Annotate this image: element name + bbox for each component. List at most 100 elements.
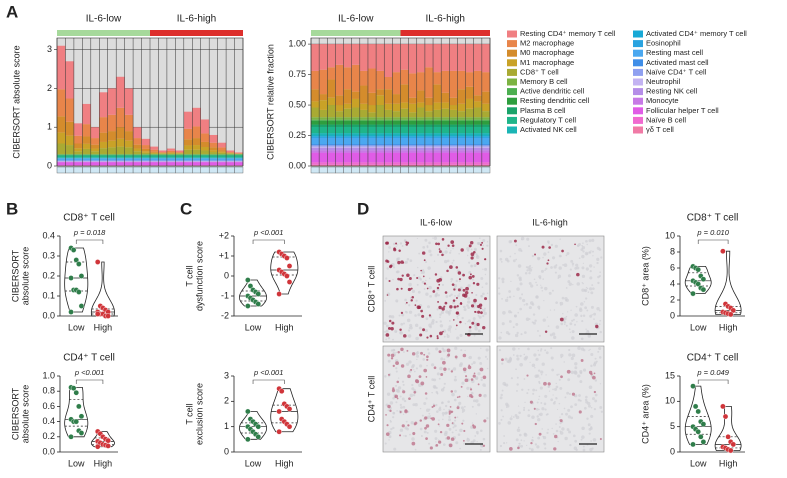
tissue-texture bbox=[532, 388, 536, 392]
tissue-texture bbox=[559, 430, 562, 433]
bar-segment bbox=[433, 146, 442, 148]
data-point bbox=[700, 276, 707, 283]
bar-segment bbox=[449, 164, 458, 166]
bar-segment bbox=[367, 92, 377, 106]
bar-segment bbox=[327, 135, 336, 137]
tissue-texture bbox=[477, 329, 481, 333]
bar-segment bbox=[200, 119, 210, 134]
bar-segment bbox=[351, 126, 360, 134]
tissue-texture bbox=[554, 387, 558, 391]
bar-segment bbox=[319, 145, 328, 147]
stained-cell bbox=[423, 353, 426, 356]
tissue-texture bbox=[443, 408, 445, 411]
legend-swatch bbox=[633, 59, 643, 67]
bar-segment bbox=[441, 119, 450, 121]
tissue-texture bbox=[531, 363, 536, 368]
tissue-texture bbox=[431, 391, 433, 394]
stained-cell bbox=[451, 422, 454, 424]
tissue-texture bbox=[434, 429, 438, 433]
bar-segment bbox=[200, 162, 210, 166]
tissue-texture bbox=[443, 382, 446, 385]
stained-cell bbox=[484, 297, 488, 301]
tissue-texture bbox=[391, 315, 395, 319]
bar-segment bbox=[408, 97, 417, 104]
bar-segment bbox=[376, 137, 385, 145]
data-point bbox=[247, 283, 254, 289]
tissue-texture bbox=[459, 428, 463, 433]
bar-segment bbox=[351, 117, 360, 120]
tissue-texture bbox=[576, 321, 578, 323]
stained-cell bbox=[476, 261, 480, 265]
tissue-texture bbox=[401, 245, 404, 247]
bar-segment bbox=[335, 144, 344, 146]
data-point bbox=[70, 247, 77, 253]
bar-segment bbox=[465, 150, 474, 153]
bar-segment bbox=[481, 44, 490, 73]
stained-cell bbox=[387, 326, 391, 330]
bar-segment bbox=[481, 120, 490, 125]
bar-segment bbox=[99, 132, 108, 142]
tissue-texture bbox=[403, 399, 407, 403]
tissue-texture bbox=[538, 395, 541, 398]
stained-cell bbox=[461, 422, 464, 425]
tissue-texture bbox=[427, 352, 431, 355]
bar-segment bbox=[319, 119, 328, 121]
sample-cell bbox=[481, 166, 491, 174]
bar-segment bbox=[457, 117, 466, 120]
tissue-texture bbox=[454, 375, 457, 378]
tissue-texture bbox=[419, 427, 423, 431]
bar-segment bbox=[319, 136, 328, 138]
bar-segment bbox=[376, 150, 385, 153]
stained-cell bbox=[439, 331, 443, 336]
tissue-texture bbox=[417, 276, 421, 280]
tissue-texture bbox=[589, 287, 593, 291]
bar-segment bbox=[335, 152, 344, 163]
tissue-texture bbox=[388, 375, 390, 378]
stained-cell bbox=[459, 320, 462, 324]
tissue-texture bbox=[579, 371, 583, 375]
data-point bbox=[245, 277, 251, 283]
bar-segment bbox=[449, 147, 458, 151]
tissue-texture bbox=[392, 348, 395, 352]
tissue-texture bbox=[593, 266, 595, 268]
bar-segment bbox=[457, 119, 466, 121]
bar-segment bbox=[82, 124, 91, 137]
tissue-texture bbox=[475, 399, 479, 403]
stained-cell bbox=[479, 243, 483, 246]
x-tick-label: Low bbox=[245, 458, 262, 468]
tissue-texture bbox=[569, 443, 572, 447]
tissue-texture bbox=[540, 348, 543, 351]
stained-cell bbox=[385, 432, 390, 437]
tissue-texture bbox=[387, 409, 390, 412]
bar-segment bbox=[327, 67, 336, 80]
sample-cell bbox=[400, 166, 409, 174]
tissue-texture bbox=[384, 330, 386, 333]
tissue-texture bbox=[505, 406, 508, 408]
tissue-texture bbox=[560, 304, 562, 306]
bar-segment bbox=[433, 152, 442, 163]
stained-cell bbox=[543, 381, 547, 386]
bar-segment bbox=[473, 135, 482, 137]
tissue-texture bbox=[558, 378, 561, 381]
group-bar bbox=[57, 30, 150, 36]
tissue-texture bbox=[588, 239, 592, 243]
bar-segment bbox=[359, 164, 368, 166]
tissue-texture bbox=[462, 305, 466, 309]
tissue-texture bbox=[454, 389, 457, 393]
tissue-texture bbox=[512, 259, 516, 263]
bar-segment bbox=[416, 145, 425, 147]
tissue-texture bbox=[592, 255, 594, 257]
tissue-texture bbox=[570, 356, 574, 361]
tissue-texture bbox=[421, 414, 424, 417]
stained-cell bbox=[395, 242, 398, 245]
tissue-texture bbox=[409, 259, 413, 263]
stained-cell bbox=[534, 253, 536, 256]
tissue-texture bbox=[578, 394, 581, 397]
bar-segment bbox=[441, 117, 450, 120]
stained-cell bbox=[448, 443, 453, 448]
tissue-texture bbox=[454, 346, 458, 351]
stained-cell bbox=[401, 424, 405, 428]
bar-segment bbox=[367, 117, 377, 120]
data-point bbox=[245, 436, 251, 443]
tissue-texture bbox=[411, 387, 415, 391]
